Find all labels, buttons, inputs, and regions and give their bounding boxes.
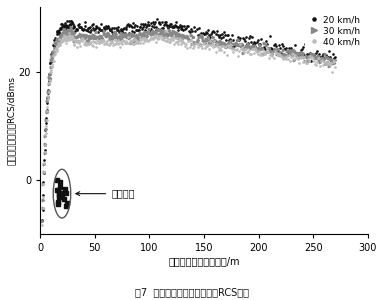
- 40 km/h: [66, 34, 71, 38]
- Text: 图7  不同速度的雷达识别目标RCS曲线: 图7 不同速度的雷达识别目标RCS曲线: [135, 287, 249, 297]
- Point: [63, 190, 69, 195]
- Point: [59, 192, 65, 197]
- Legend: 20 km/h, 30 km/h, 40 km/h: 20 km/h, 30 km/h, 40 km/h: [305, 11, 363, 50]
- 20 km/h: [155, 17, 159, 21]
- 40 km/h: [178, 36, 182, 40]
- 20 km/h: [136, 28, 141, 31]
- Y-axis label: 雷达接收到的目标RCS/dBms: 雷达接收到的目标RCS/dBms: [7, 76, 16, 165]
- 30 km/h: [137, 38, 141, 41]
- Point: [61, 197, 68, 202]
- Point: [63, 204, 69, 208]
- 30 km/h: [166, 32, 170, 36]
- X-axis label: 雷达接收到的目标距离/m: 雷达接收到的目标距离/m: [168, 256, 240, 266]
- 30 km/h: [242, 46, 247, 50]
- Point: [54, 178, 60, 183]
- Point: [56, 184, 63, 189]
- 40 km/h: [40, 223, 45, 227]
- Point: [56, 190, 63, 195]
- Point: [63, 201, 70, 206]
- 30 km/h: [333, 58, 338, 62]
- Point: [55, 202, 61, 207]
- Point: [56, 195, 62, 200]
- Point: [57, 191, 63, 196]
- 30 km/h: [69, 25, 74, 28]
- 30 km/h: [40, 219, 45, 222]
- 20 km/h: [40, 218, 45, 222]
- Line: 30 km/h: 30 km/h: [41, 26, 336, 222]
- 30 km/h: [233, 41, 238, 45]
- 40 km/h: [333, 65, 338, 69]
- 30 km/h: [66, 32, 71, 35]
- 40 km/h: [166, 38, 170, 41]
- 40 km/h: [233, 48, 238, 52]
- Point: [54, 188, 60, 192]
- 20 km/h: [333, 55, 338, 58]
- Line: 20 km/h: 20 km/h: [41, 17, 336, 221]
- 40 km/h: [242, 47, 247, 51]
- 20 km/h: [166, 26, 170, 30]
- Text: 虚假目标: 虚假目标: [76, 189, 135, 199]
- 20 km/h: [66, 23, 71, 27]
- 40 km/h: [136, 41, 141, 45]
- 20 km/h: [242, 39, 247, 43]
- 20 km/h: [233, 43, 238, 46]
- Point: [55, 200, 61, 204]
- Point: [57, 195, 63, 200]
- Line: 40 km/h: 40 km/h: [41, 29, 336, 226]
- 40 km/h: [162, 29, 167, 32]
- Point: [55, 188, 61, 193]
- 20 km/h: [178, 23, 182, 27]
- Point: [62, 187, 68, 192]
- Point: [56, 192, 62, 197]
- 30 km/h: [178, 35, 182, 38]
- Point: [57, 179, 63, 184]
